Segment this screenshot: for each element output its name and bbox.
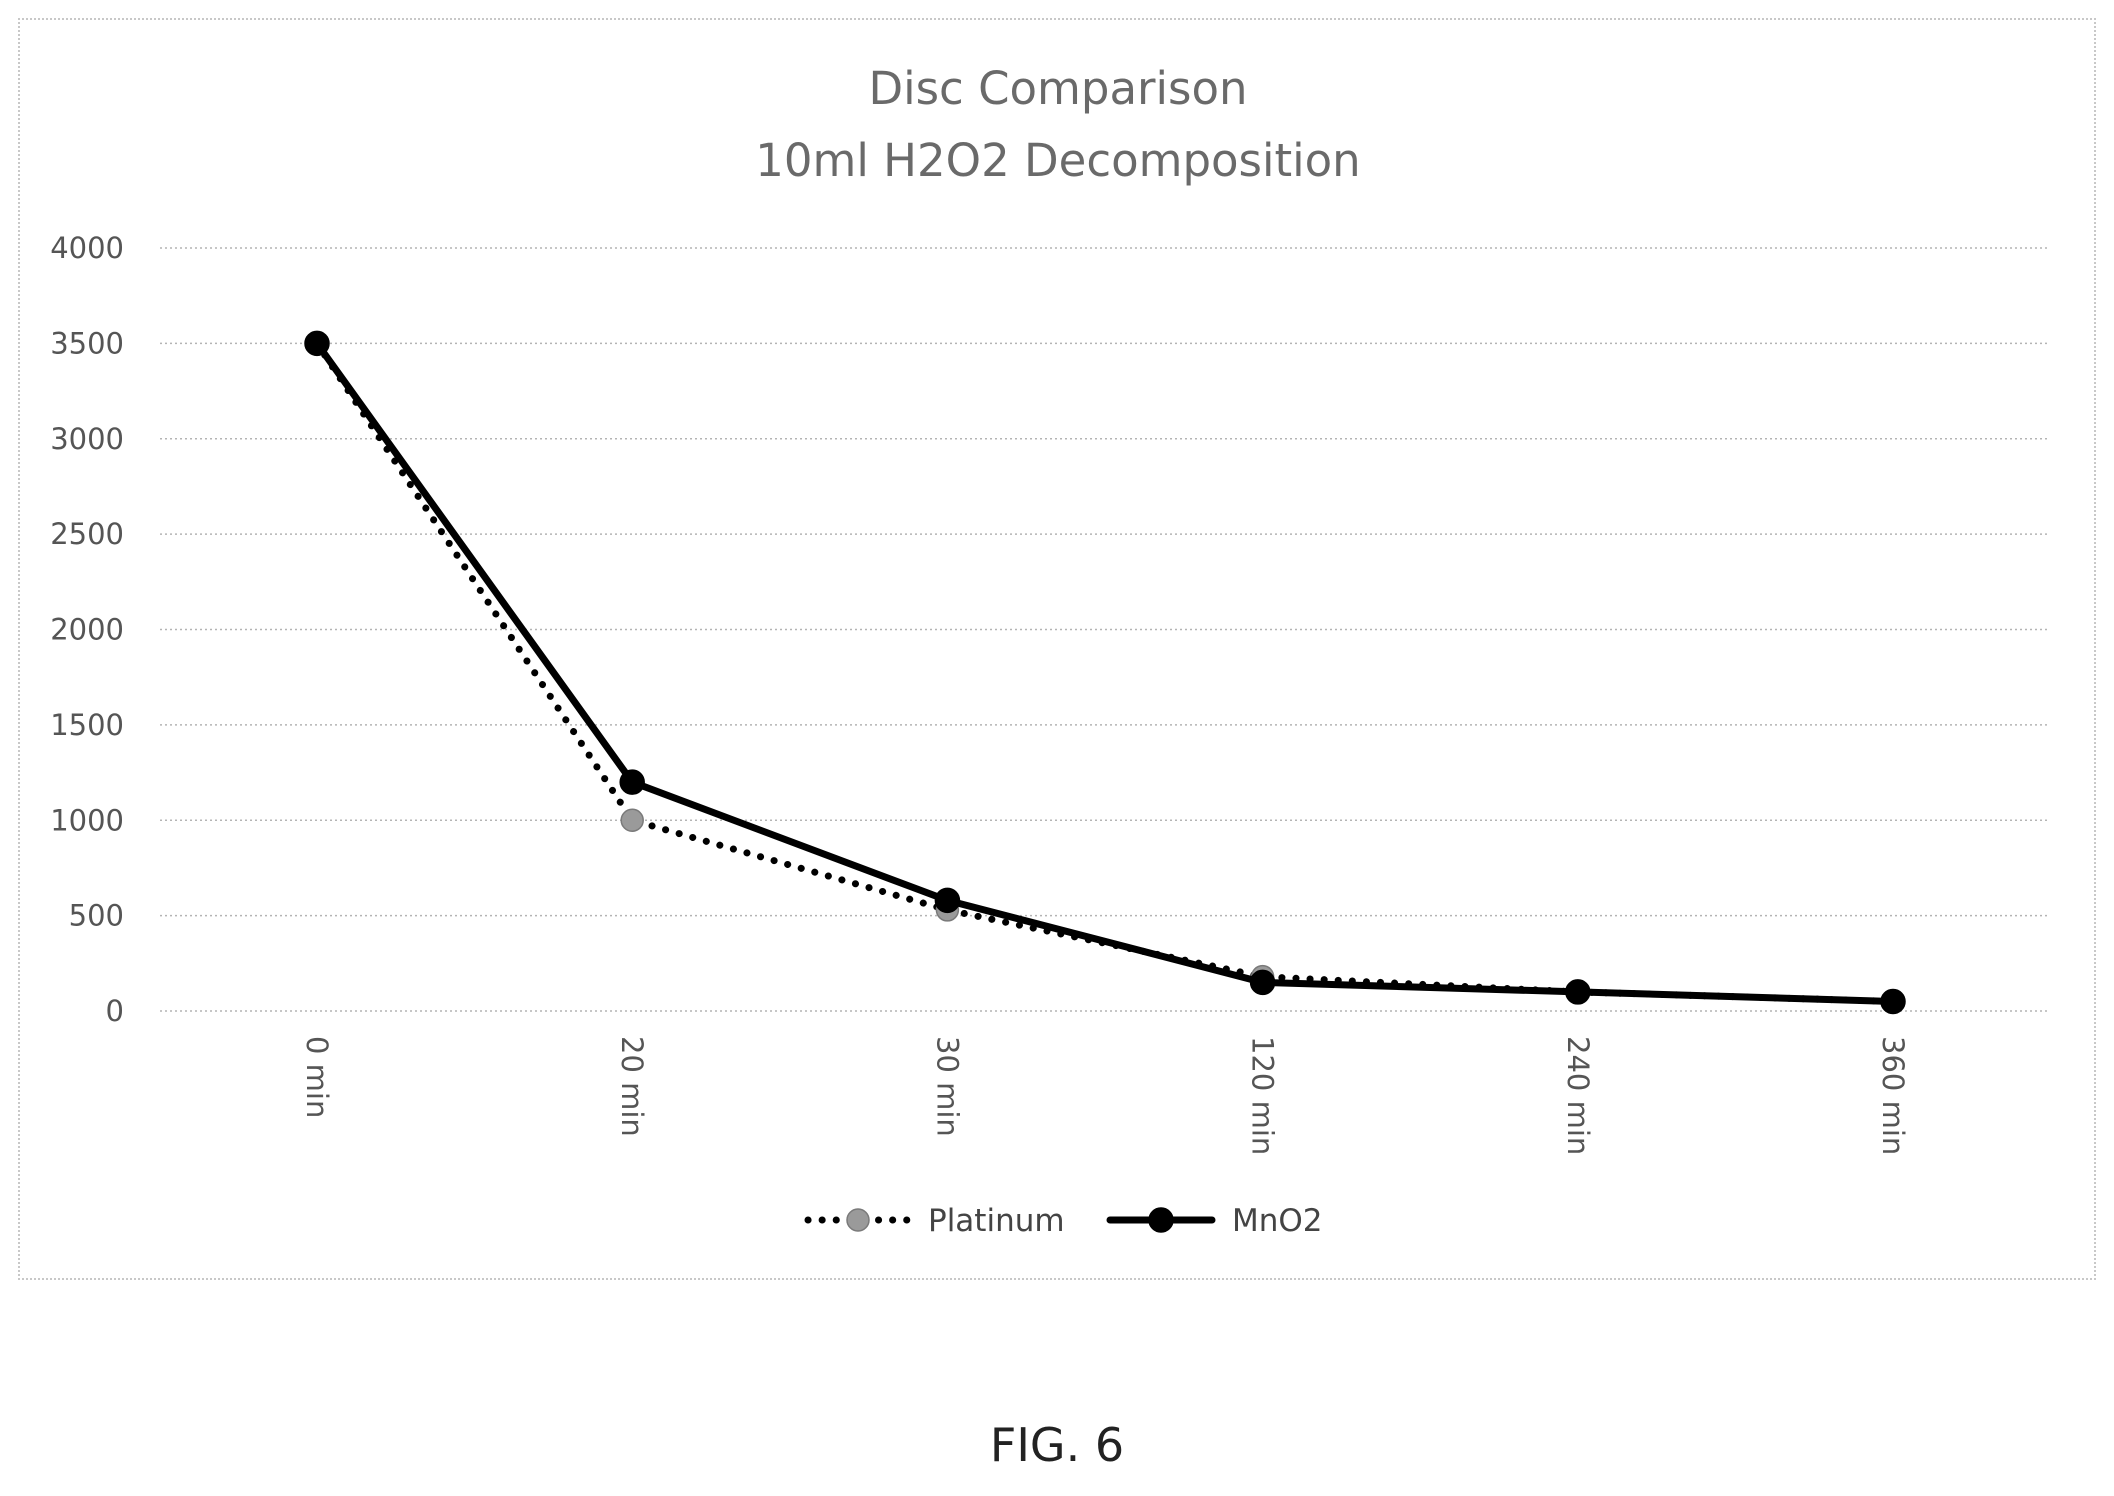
legend-item-platinum: Platinum <box>804 1203 1065 1239</box>
x-axis-ticks: 0 min 20 min 30 min 120 min 240 min 360 min <box>300 1036 1910 1155</box>
y-tick-label: 3500 <box>50 326 124 360</box>
chart-title-line-2: 10ml H2O2 Decomposition <box>755 134 1360 187</box>
gridlines <box>160 247 2050 1012</box>
legend-marker <box>1148 1207 1174 1233</box>
data-point <box>619 769 645 795</box>
chart-frame <box>18 18 2096 1280</box>
y-tick-label: 2500 <box>50 517 124 551</box>
x-tick-label: 240 min <box>1561 1036 1595 1155</box>
y-tick-label: 500 <box>69 899 124 933</box>
legend-label: MnO2 <box>1232 1203 1323 1239</box>
data-point <box>1565 979 1591 1005</box>
y-tick-label: 2000 <box>50 613 124 647</box>
series-platinum <box>305 331 1905 1014</box>
legend: Platinum MnO2 <box>804 1203 1323 1239</box>
y-tick-label: 1000 <box>50 803 124 837</box>
legend-item-mno2: MnO2 <box>1106 1203 1323 1239</box>
legend-marker <box>846 1208 870 1232</box>
x-tick-label: 360 min <box>1876 1036 1910 1155</box>
line-chart: Disc Comparison 10ml H2O2 Decomposition … <box>50 62 2050 1239</box>
x-tick-label: 120 min <box>1246 1036 1280 1155</box>
data-point <box>1249 969 1276 996</box>
legend-label: Platinum <box>928 1203 1065 1239</box>
y-axis-ticks: 0 500 1000 1500 2000 2500 3000 3500 4000 <box>50 231 124 1028</box>
data-point <box>1880 988 1906 1015</box>
figure-caption: FIG. 6 <box>989 1418 1125 1472</box>
y-tick-label: 0 <box>106 994 124 1028</box>
data-point <box>934 887 961 914</box>
series-line <box>313 339 1897 1005</box>
x-tick-label: 0 min <box>300 1036 334 1118</box>
series-layer <box>304 330 1906 1015</box>
data-point <box>620 808 644 832</box>
y-tick-label: 4000 <box>50 231 124 265</box>
y-tick-label: 1500 <box>50 708 124 742</box>
x-tick-label: 30 min <box>930 1036 964 1137</box>
series-mno2 <box>304 330 1906 1015</box>
y-tick-label: 3000 <box>50 422 124 456</box>
data-point <box>304 330 330 357</box>
chart-title-line-1: Disc Comparison <box>868 62 1247 115</box>
x-tick-label: 20 min <box>615 1036 649 1137</box>
